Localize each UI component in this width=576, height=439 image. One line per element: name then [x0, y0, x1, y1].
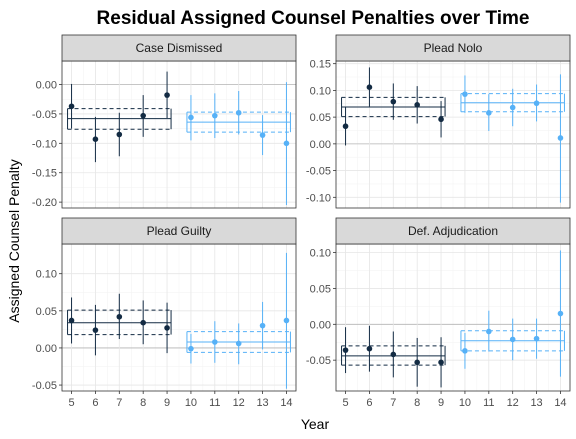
y-tick-label: 0.00: [310, 139, 331, 151]
data-point: [462, 91, 468, 97]
data-point: [188, 345, 194, 352]
data-point: [212, 339, 218, 345]
facet-strip: [335, 217, 571, 245]
panel-3: Plead Guilty 0.10 0.05 0.00 -0.05 5 6 7 8 9 10 11 12…: [32, 217, 297, 409]
x-tick-label: 6: [92, 397, 98, 409]
y-tick-label: 0.05: [36, 306, 57, 318]
data-point: [140, 112, 146, 119]
data-point: [366, 84, 373, 90]
y-tick-label: 0.10: [310, 85, 331, 97]
data-point: [164, 92, 170, 98]
data-point: [390, 98, 397, 105]
y-tick-label: 0.05: [310, 112, 331, 124]
data-point: [116, 131, 123, 138]
x-tick-label: 13: [530, 397, 542, 409]
x-tick-label: 5: [68, 397, 74, 409]
facet-strip: [61, 34, 297, 62]
data-point: [116, 313, 123, 320]
facet-strip-label: Case Dismissed: [136, 41, 223, 55]
data-point: [462, 348, 468, 354]
x-tick-label: 9: [164, 397, 170, 409]
y-tick-label: -0.05: [32, 380, 57, 392]
data-point: [259, 132, 266, 138]
data-point: [414, 102, 420, 108]
data-point: [68, 103, 75, 110]
panel-1: Case Dismissed 0.00 -0.05 -0.10 -0.15 -0.20: [32, 34, 297, 209]
x-tick-label: 9: [438, 397, 444, 409]
data-point: [486, 110, 492, 116]
data-point: [140, 319, 146, 326]
data-point: [390, 351, 397, 358]
x-tick-label: 7: [116, 397, 122, 409]
y-tick-label: -0.20: [32, 197, 57, 209]
x-tick-label: 12: [507, 397, 519, 409]
x-tick-label: 5: [342, 397, 348, 409]
facet-strip-label: Plead Nolo: [424, 41, 483, 55]
x-tick-label: 10: [459, 397, 471, 409]
data-point: [533, 100, 540, 107]
x-tick-label: 11: [483, 397, 494, 409]
y-tick-label: 0.10: [310, 248, 331, 260]
y-tick-label: 0.10: [36, 269, 57, 281]
x-tick-label: 14: [280, 397, 292, 409]
y-tick-label: 0.15: [310, 59, 331, 71]
facet-strip-label: Plead Guilty: [147, 224, 212, 238]
y-tick-label: -0.15: [32, 168, 57, 180]
data-point: [486, 328, 492, 335]
data-point: [342, 123, 349, 130]
chart-title: Residual Assigned Counsel Penalties over…: [97, 8, 530, 29]
y-tick-label: -0.10: [32, 138, 57, 150]
x-tick-label: 11: [209, 397, 220, 409]
facet-strip-label: Def. Adjudication: [408, 224, 498, 238]
facet-strip: [335, 34, 571, 62]
facet-strip: [61, 217, 297, 245]
y-tick-label: -0.10: [306, 192, 331, 204]
data-point: [414, 359, 420, 366]
y-tick-label: -0.05: [306, 166, 331, 178]
data-point: [92, 136, 99, 143]
x-tick-label: 6: [366, 397, 372, 409]
data-point: [235, 109, 242, 116]
data-point: [212, 112, 218, 119]
x-tick-label: 8: [414, 397, 420, 409]
data-point: [557, 310, 564, 317]
panels-group: Case Dismissed 0.00 -0.05 -0.10 -0.15 -0.20 Pl…: [32, 34, 571, 409]
x-tick-label: 10: [185, 397, 197, 409]
y-axis-title: Assigned Counsel Penalty: [6, 159, 22, 322]
data-point: [438, 359, 444, 366]
x-axis-title: Year: [301, 416, 330, 432]
y-tick-label: 0.00: [36, 80, 57, 92]
y-tick-label: -0.05: [32, 109, 57, 121]
y-tick-label: 0.05: [310, 283, 331, 295]
y-tick-label: -0.05: [306, 355, 331, 367]
data-point: [509, 336, 516, 343]
data-point: [259, 322, 266, 329]
x-tick-label: 12: [233, 397, 245, 409]
data-point: [92, 327, 99, 333]
panel-2: Plead Nolo 0.15 0.10 0.05 0.00 -0.05 -0.10: [306, 34, 571, 209]
data-point: [235, 340, 242, 347]
data-point: [188, 114, 194, 121]
data-point: [342, 347, 349, 353]
y-tick-label: 0.00: [310, 319, 331, 331]
data-point: [366, 345, 373, 352]
panel-4: Def. Adjudication 0.10 0.05 0.00 -0.05 5 6 7 8 9 1…: [306, 217, 571, 409]
y-tick-label: 0.00: [36, 343, 57, 355]
x-tick-label: 14: [554, 397, 566, 409]
data-point: [283, 317, 290, 324]
data-point: [509, 104, 516, 111]
data-point: [164, 325, 170, 331]
data-point: [283, 140, 290, 147]
data-point: [68, 317, 75, 324]
x-tick-label: 13: [256, 397, 268, 409]
data-point: [557, 135, 564, 141]
data-point: [533, 335, 540, 342]
x-tick-label: 8: [140, 397, 146, 409]
data-point: [438, 116, 444, 123]
x-tick-label: 7: [390, 397, 396, 409]
